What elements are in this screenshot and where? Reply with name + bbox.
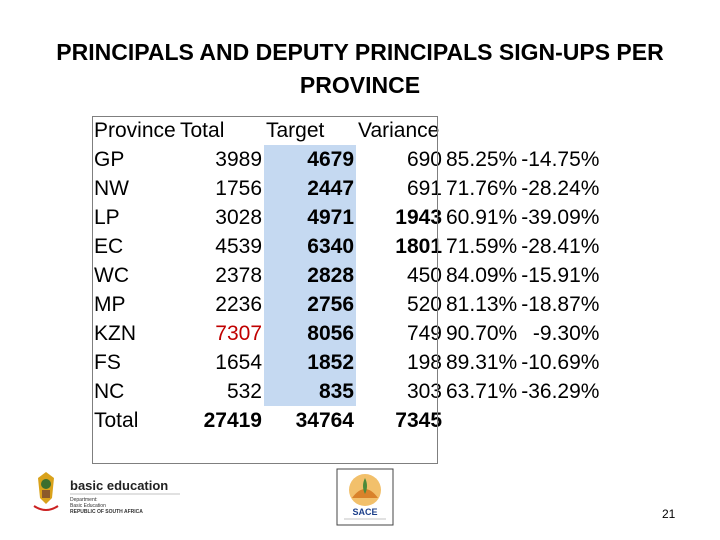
total-cell: 1654 (215, 351, 262, 374)
total-cell: 2378 (215, 264, 262, 287)
variance-cell: 303 (406, 380, 442, 403)
target-cell: 4679 (264, 145, 356, 174)
percent-cell: 89.31% (446, 351, 518, 374)
page-number: 21 (662, 507, 676, 521)
percent-cell: 60.91% (446, 206, 518, 229)
province-cell: KZN (94, 322, 136, 345)
shortfall-cell: -18.87% (521, 293, 600, 316)
percent-cell: 71.76% (446, 177, 518, 200)
province-cell: GP (94, 148, 125, 171)
shortfall-cell: -39.09% (521, 206, 600, 229)
percent-cell: 63.71% (446, 380, 518, 403)
grand-total-cell: 27419 (203, 409, 262, 432)
target-cell: 2756 (264, 290, 356, 319)
total-cell: 1756 (215, 177, 262, 200)
variance-cell: 690 (406, 148, 442, 171)
target-cell: 8056 (264, 319, 356, 348)
header-total: Total (180, 119, 225, 142)
variance-cell: 1801 (395, 235, 442, 258)
variance-cell: 691 (406, 177, 442, 200)
table-header-row: Province Total Target Variance (92, 116, 601, 145)
percent-cell: 71.59% (446, 235, 518, 258)
header-province: Province (94, 119, 176, 142)
percent-cell: 81.13% (446, 293, 518, 316)
shortfall-cell: -28.41% (521, 235, 600, 258)
variance-cell: 520 (406, 293, 442, 316)
total-cell: 3028 (215, 206, 262, 229)
target-cell: 4971 (264, 203, 356, 232)
table-row: GP 3989 4679 690 85.25% -14.75% (92, 145, 601, 174)
target-cell: 2828 (264, 261, 356, 290)
table-row: WC 2378 2828 450 84.09% -15.91% (92, 261, 601, 290)
total-cell: 7307 (215, 322, 262, 345)
header-target: Target (266, 119, 325, 142)
table-row: LP 3028 4971 1943 60.91% -39.09% (92, 203, 601, 232)
basic-education-logo: basic education Department: Basic Educat… (33, 472, 180, 515)
title-line-2: PROVINCE (299, 72, 421, 98)
total-cell: 2236 (215, 293, 262, 316)
shortfall-cell: -28.24% (521, 177, 600, 200)
table-row: MP 2236 2756 520 81.13% -18.87% (92, 290, 601, 319)
province-cell: NC (94, 380, 125, 403)
sace-logo: SACE (336, 468, 394, 526)
grand-target-cell: 34764 (295, 409, 354, 432)
header-variance: Variance (358, 119, 440, 142)
slide-title: PRINCIPALS AND DEPUTY PRINCIPALS SIGN-UP… (40, 36, 680, 102)
target-cell: 6340 (264, 232, 356, 261)
table-total-row: Total 27419 34764 7345 (92, 406, 601, 435)
table-row: NW 1756 2447 691 71.76% -28.24% (92, 174, 601, 203)
province-cell: NW (94, 177, 129, 200)
province-cell: EC (94, 235, 124, 258)
percent-cell: 85.25% (446, 148, 518, 171)
variance-cell: 450 (406, 264, 442, 287)
logo-line-3: REPUBLIC OF SOUTH AFRICA (70, 509, 143, 515)
title-line-1: PRINCIPALS AND DEPUTY PRINCIPALS SIGN-UP… (56, 39, 664, 65)
target-cell: 1852 (264, 348, 356, 377)
target-cell: 835 (264, 377, 356, 406)
shortfall-cell: -14.75% (521, 148, 600, 171)
target-cell: 2447 (264, 174, 356, 203)
table-row: KZN 7307 8056 749 90.70% -9.30% (92, 319, 601, 348)
percent-cell: 84.09% (446, 264, 518, 287)
shortfall-cell: -36.29% (521, 380, 600, 403)
table-row: FS 1654 1852 198 89.31% -10.69% (92, 348, 601, 377)
percent-cell: 90.70% (446, 322, 518, 345)
coat-of-arms-icon (33, 472, 59, 511)
shortfall-cell: -9.30% (532, 322, 600, 345)
logo-line-2: Basic Education (70, 503, 106, 509)
variance-cell: 198 (406, 351, 442, 374)
province-cell: LP (94, 206, 120, 229)
shortfall-cell: -15.91% (521, 264, 600, 287)
table-row: EC 4539 6340 1801 71.59% -28.41% (92, 232, 601, 261)
sace-text: SACE (352, 507, 377, 517)
total-cell: 532 (226, 380, 262, 403)
total-cell: 4539 (215, 235, 262, 258)
variance-cell: 749 (406, 322, 442, 345)
grand-variance-cell: 7345 (395, 409, 442, 432)
total-cell: 3989 (215, 148, 262, 171)
province-cell: WC (94, 264, 129, 287)
province-cell: MP (94, 293, 126, 316)
signups-table: Province Total Target Variance GP 3989 4… (92, 116, 601, 435)
province-cell: FS (94, 351, 121, 374)
total-label: Total (94, 409, 139, 432)
logo-name: basic education (70, 478, 168, 493)
logo-line-1: Department: (70, 497, 98, 503)
variance-cell: 1943 (395, 206, 442, 229)
shortfall-cell: -10.69% (521, 351, 600, 374)
table-row: NC 532 835 303 63.71% -36.29% (92, 377, 601, 406)
